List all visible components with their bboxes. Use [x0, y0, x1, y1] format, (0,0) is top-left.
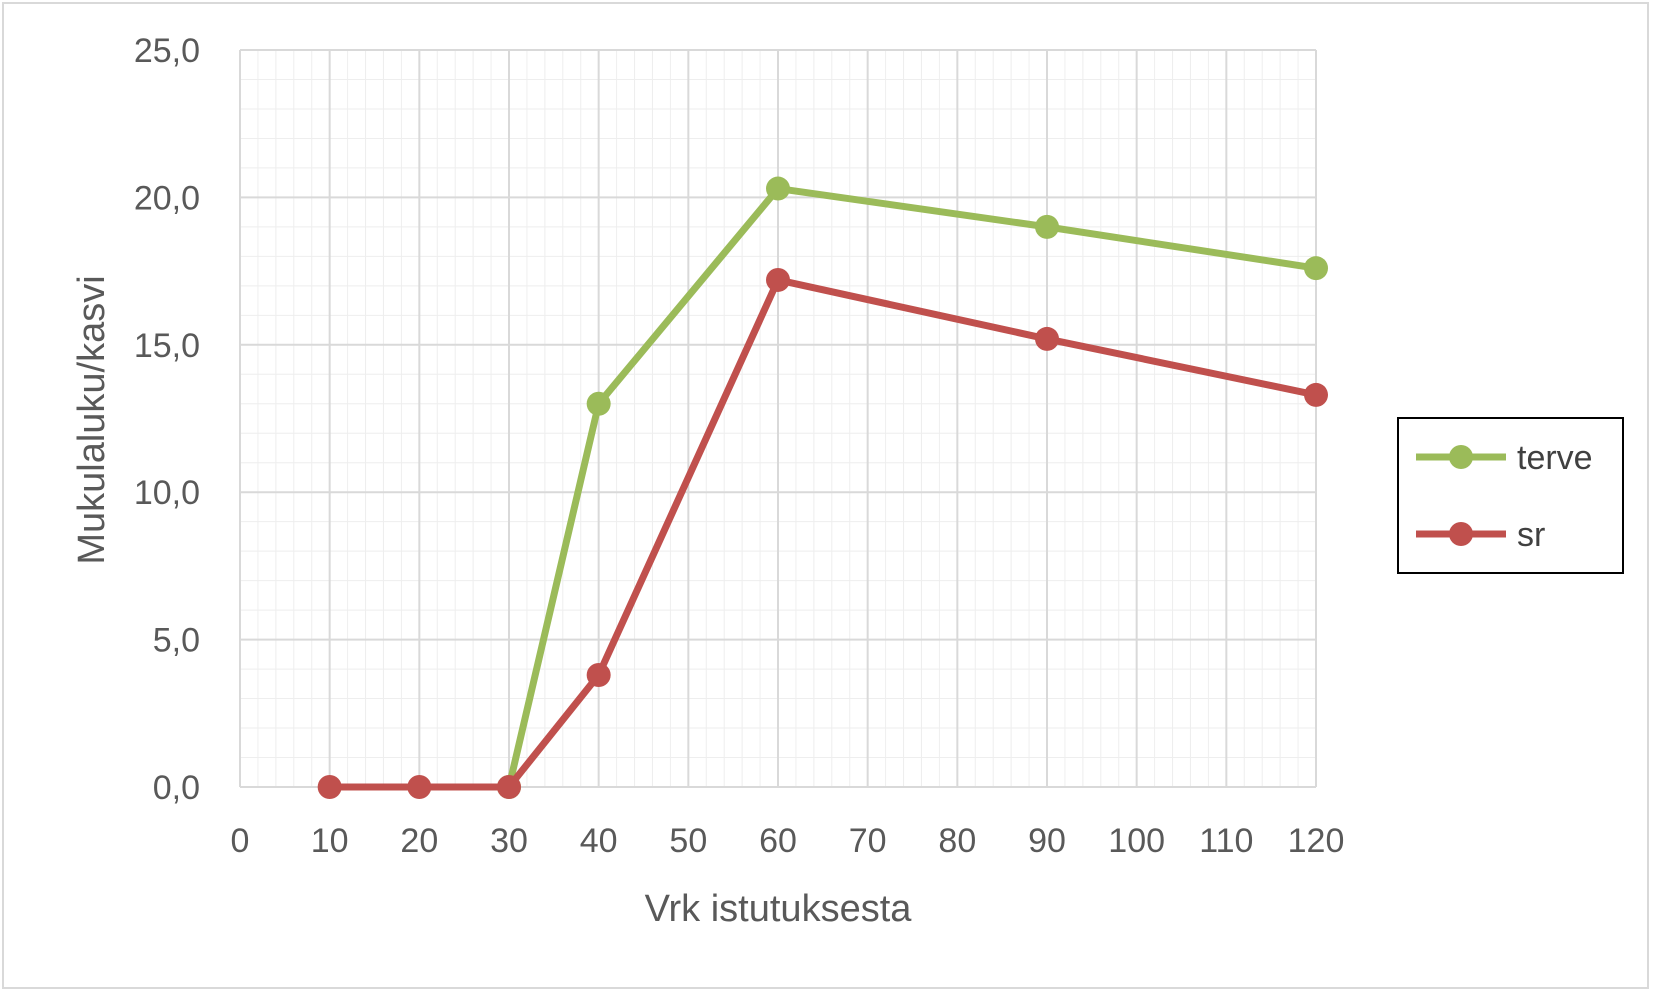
legend-marker-sr: [1449, 522, 1473, 546]
legend: terve sr: [1397, 417, 1624, 574]
x-axis-ticks: 0 10 20 30 40 50 60 70 80 90 100 110 120: [231, 822, 1345, 860]
y-tick-label: 20,0: [134, 179, 200, 217]
y-tick-label: 0,0: [153, 769, 200, 807]
data-point-sr: [586, 662, 611, 687]
data-point-sr: [1035, 326, 1059, 351]
y-tick-label: 25,0: [134, 32, 200, 70]
series-line-terve: [505, 185, 1317, 788]
y-tick-label: 5,0: [153, 622, 200, 660]
data-point-terve: [1035, 214, 1059, 239]
x-tick-label: 30: [490, 822, 528, 860]
legend-marker-terve: [1449, 445, 1473, 469]
y-tick-label: 15,0: [134, 327, 200, 365]
x-axis-title: Vrk istutuksesta: [645, 888, 913, 930]
y-tick-label: 10,0: [134, 474, 200, 512]
x-tick-label: 20: [400, 822, 438, 860]
legend-label-terve: terve: [1517, 439, 1593, 477]
data-point-terve: [766, 176, 790, 201]
data-point-sr: [317, 775, 342, 799]
data-point-sr: [766, 267, 790, 292]
x-tick-label: 100: [1108, 822, 1165, 860]
x-tick-label: 120: [1288, 822, 1345, 860]
x-tick-label: 80: [938, 822, 976, 860]
data-point-terve: [1304, 256, 1328, 281]
x-tick-label: 60: [759, 822, 797, 860]
x-tick-label: 70: [849, 822, 887, 860]
legend-box: [1397, 417, 1624, 574]
x-tick-label: 110: [1199, 822, 1253, 860]
series-line-sr: [329, 276, 1317, 791]
x-tick-label: 50: [669, 822, 707, 860]
data-point-sr: [497, 775, 521, 799]
x-tick-label: 0: [231, 822, 250, 860]
y-axis-ticks: 0,0 5,0 10,0 15,0 20,0 25,0: [134, 32, 200, 807]
data-point-sr: [407, 775, 432, 799]
y-axis-title: Mukulaluku/kasvi: [71, 275, 113, 564]
data-point-sr: [1304, 382, 1328, 407]
data-point-terve: [586, 391, 611, 416]
x-tick-label: 40: [580, 822, 618, 860]
x-tick-label: 10: [311, 822, 349, 860]
series-layer: [317, 176, 1328, 799]
x-tick-label: 90: [1028, 822, 1066, 860]
legend-label-sr: sr: [1517, 516, 1545, 554]
